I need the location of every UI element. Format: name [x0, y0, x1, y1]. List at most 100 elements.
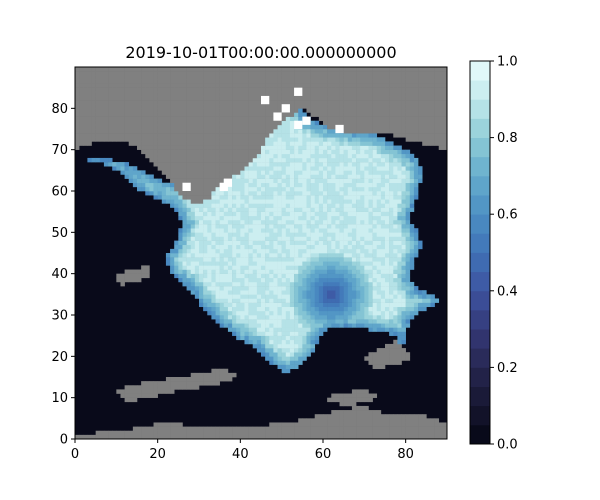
heatmap-cell	[306, 224, 311, 229]
heatmap-cell	[298, 331, 303, 336]
heatmap-cell	[302, 290, 307, 295]
heatmap-cell	[215, 244, 220, 250]
heatmap-cell	[256, 149, 262, 155]
heatmap-cell	[430, 104, 435, 109]
heatmap-cell	[265, 199, 270, 204]
heatmap-cell	[376, 265, 382, 270]
heatmap-cell	[418, 414, 423, 419]
heatmap-cell	[289, 306, 295, 312]
heatmap-cell	[120, 273, 125, 279]
heatmap-cell	[227, 199, 233, 204]
heatmap-cell	[430, 75, 435, 80]
heatmap-cell	[294, 232, 299, 237]
heatmap-cell	[223, 195, 229, 200]
heatmap-cell	[438, 95, 444, 101]
heatmap-cell	[327, 397, 332, 403]
heatmap-cell	[199, 191, 204, 196]
heatmap-cell	[277, 166, 282, 171]
heatmap-cell	[277, 360, 282, 365]
heatmap-cell	[79, 124, 84, 130]
heatmap-cell	[314, 224, 320, 229]
heatmap-cell	[145, 100, 150, 105]
heatmap-cell	[178, 120, 183, 126]
heatmap-cell	[190, 174, 196, 179]
heatmap-cell	[289, 124, 295, 130]
heatmap-cell	[223, 244, 229, 250]
heatmap-cell	[389, 149, 394, 155]
heatmap-cell	[335, 108, 340, 113]
heatmap-cell	[318, 108, 324, 113]
heatmap-cell	[178, 174, 183, 179]
heatmap-cell	[244, 108, 249, 113]
heatmap-cell	[397, 133, 402, 138]
heatmap-cell	[393, 207, 398, 212]
heatmap-cell	[165, 186, 171, 192]
heatmap-cell	[289, 83, 295, 88]
heatmap-cell	[236, 323, 241, 328]
heatmap-cell	[207, 298, 212, 303]
heatmap-cell	[244, 149, 249, 155]
heatmap-cell	[128, 71, 134, 76]
heatmap-cell	[331, 124, 336, 130]
heatmap-cell	[318, 232, 324, 237]
heatmap-cell	[265, 306, 270, 312]
heatmap-cell	[269, 319, 274, 324]
heatmap-cell	[306, 298, 311, 303]
heatmap-cell	[405, 356, 411, 361]
heatmap-cell	[380, 257, 386, 262]
heatmap-cell	[323, 162, 328, 167]
heatmap-cell	[360, 133, 365, 138]
heatmap-cell	[331, 141, 336, 146]
heatmap-cell	[194, 195, 200, 200]
heatmap-cell	[422, 100, 427, 105]
heatmap-cell	[380, 199, 386, 204]
heatmap-cell	[364, 191, 369, 196]
heatmap-cell	[252, 228, 258, 233]
heatmap-cell	[289, 273, 295, 279]
heatmap-cell	[397, 100, 402, 105]
heatmap-cell	[95, 79, 101, 84]
heatmap-cell	[401, 116, 406, 122]
heatmap-cell	[244, 294, 249, 299]
heatmap-cell	[335, 166, 340, 171]
heatmap-cell	[265, 352, 270, 357]
heatmap-cell	[232, 232, 237, 237]
heatmap-cell	[356, 137, 361, 142]
heatmap-cell	[351, 265, 357, 270]
heatmap-cell	[116, 79, 121, 84]
heatmap-cell	[409, 186, 415, 192]
heatmap-cell	[149, 178, 154, 184]
heatmap-cell	[269, 335, 274, 341]
heatmap-cell	[347, 265, 353, 270]
heatmap-cell	[327, 87, 332, 93]
heatmap-cell	[186, 244, 192, 250]
heatmap-cell	[145, 426, 150, 432]
heatmap-cell	[265, 157, 270, 163]
heatmap-cell	[298, 339, 303, 345]
heatmap-cell	[252, 261, 258, 266]
heatmap-cell	[161, 422, 167, 427]
heatmap-cell	[285, 434, 291, 440]
heatmap-cell	[182, 95, 187, 101]
heatmap-cell	[310, 87, 316, 93]
heatmap-cell	[256, 211, 262, 217]
heatmap-cell	[413, 195, 419, 200]
heatmap-cell	[385, 215, 390, 221]
heatmap-cell	[413, 100, 419, 105]
heatmap-cell	[310, 265, 316, 270]
heatmap-cell	[95, 112, 101, 117]
heatmap-cell	[310, 331, 316, 336]
heatmap-cell	[190, 228, 196, 233]
heatmap-cell	[356, 75, 361, 80]
heatmap-cell	[252, 310, 258, 316]
heatmap-cell	[351, 397, 357, 403]
heatmap-cell	[273, 157, 278, 163]
heatmap-cell	[306, 294, 311, 299]
heatmap-cell	[351, 141, 357, 146]
heatmap-cell	[418, 294, 423, 299]
heatmap-cell	[418, 422, 423, 427]
heatmap-cell	[244, 310, 249, 316]
heatmap-cell	[438, 430, 444, 436]
heatmap-cell	[273, 137, 278, 142]
heatmap-cell	[376, 273, 382, 279]
